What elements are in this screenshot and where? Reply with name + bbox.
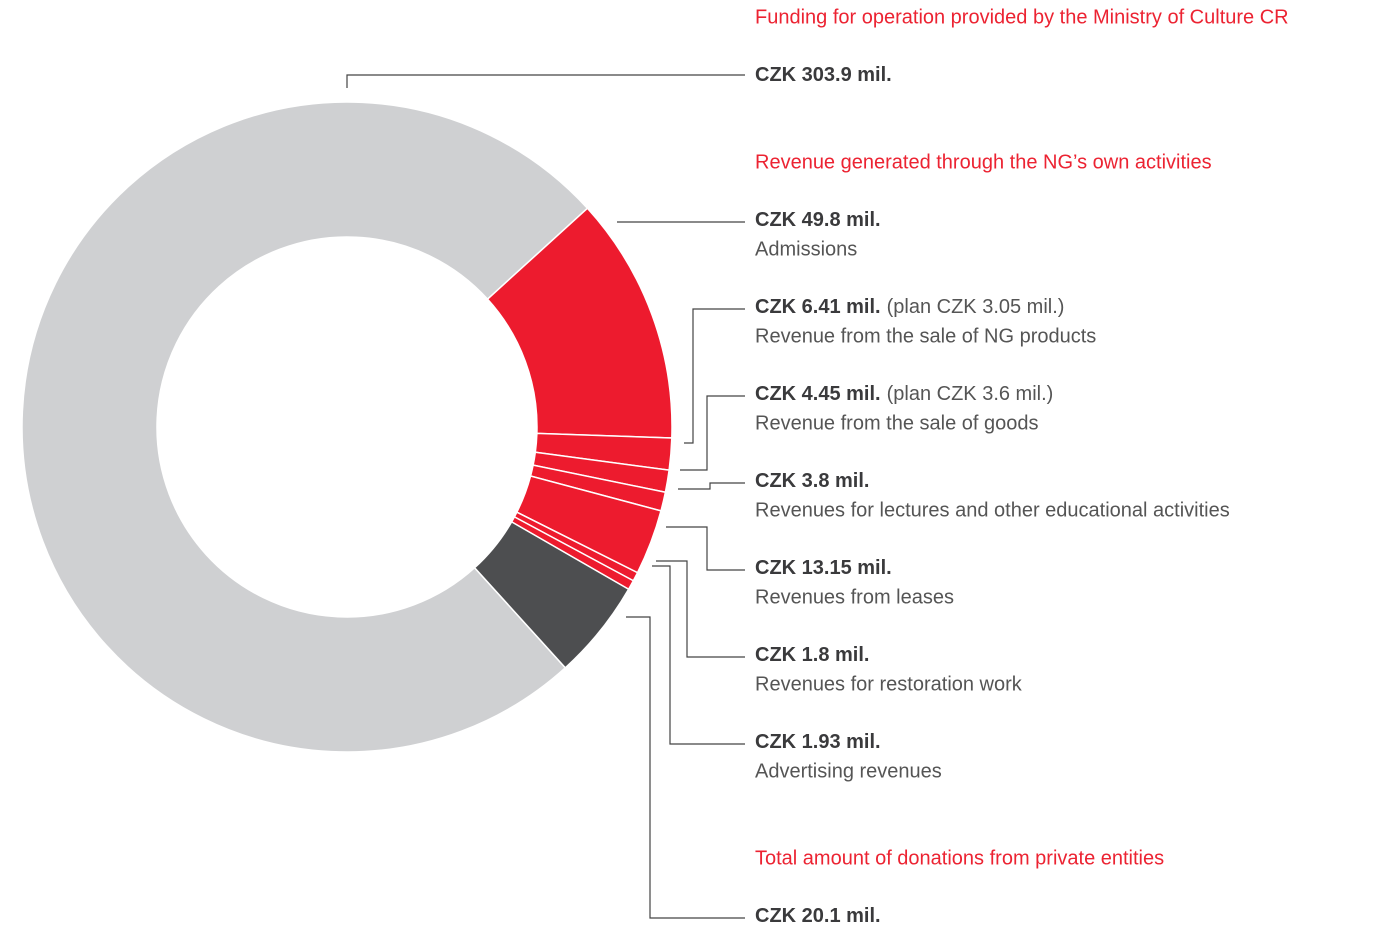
value-label: CZK 49.8 mil.: [755, 209, 881, 231]
value-label-row: CZK 3.8 mil.: [755, 470, 869, 492]
value-label-row: CZK 20.1 mil.: [755, 905, 881, 927]
value-label-row: CZK 4.45 mil. (plan CZK 3.6 mil.): [755, 383, 1053, 405]
value-label: CZK 6.41 mil.: [755, 296, 881, 318]
leader-line: [346, 74, 745, 88]
category-label: Revenues for restoration work: [755, 673, 1023, 695]
value-label: CZK 1.8 mil.: [755, 644, 869, 666]
donut-slice: [473, 520, 630, 669]
category-label: Revenues for lectures and other educatio…: [755, 499, 1230, 521]
value-label: CZK 20.1 mil.: [755, 905, 881, 927]
leader-line: [678, 482, 745, 490]
category-label: Revenue from the sale of NG products: [755, 325, 1096, 347]
leader-line: [680, 395, 745, 471]
value-label-row: CZK 13.15 mil.: [755, 557, 892, 579]
category-label: Admissions: [755, 238, 857, 260]
value-label: CZK 13.15 mil.: [755, 557, 892, 579]
value-label: CZK 1.93 mil.: [755, 731, 881, 753]
group-heading: Revenue generated through the NG’s own a…: [755, 151, 1212, 173]
category-label: Revenue from the sale of goods: [755, 412, 1039, 434]
value-label: CZK 303.9 mil.: [755, 64, 892, 86]
value-label: CZK 3.8 mil.: [755, 470, 869, 492]
value-label-row: CZK 1.8 mil.: [755, 644, 869, 666]
group-heading: Funding for operation provided by the Mi…: [755, 6, 1289, 28]
value-label: CZK 4.45 mil.: [755, 383, 881, 405]
leader-line: [684, 308, 745, 444]
value-label-row: CZK 49.8 mil.: [755, 209, 881, 231]
value-label-row: CZK 6.41 mil. (plan CZK 3.05 mil.): [755, 296, 1064, 318]
value-label-row: CZK 303.9 mil.: [755, 64, 892, 86]
donut-slice: [21, 101, 589, 753]
leader-line: [656, 560, 745, 658]
value-label-row: CZK 1.93 mil.: [755, 731, 881, 753]
leader-line: [666, 526, 745, 571]
category-label: Advertising revenues: [755, 760, 942, 782]
note: (plan CZK 3.6 mil.): [887, 383, 1054, 405]
group-heading: Total amount of donations from private e…: [755, 847, 1164, 869]
category-label: Revenues from leases: [755, 586, 954, 608]
note: (plan CZK 3.05 mil.): [887, 296, 1065, 318]
leader-line: [626, 616, 745, 919]
leader-line: [652, 565, 745, 745]
